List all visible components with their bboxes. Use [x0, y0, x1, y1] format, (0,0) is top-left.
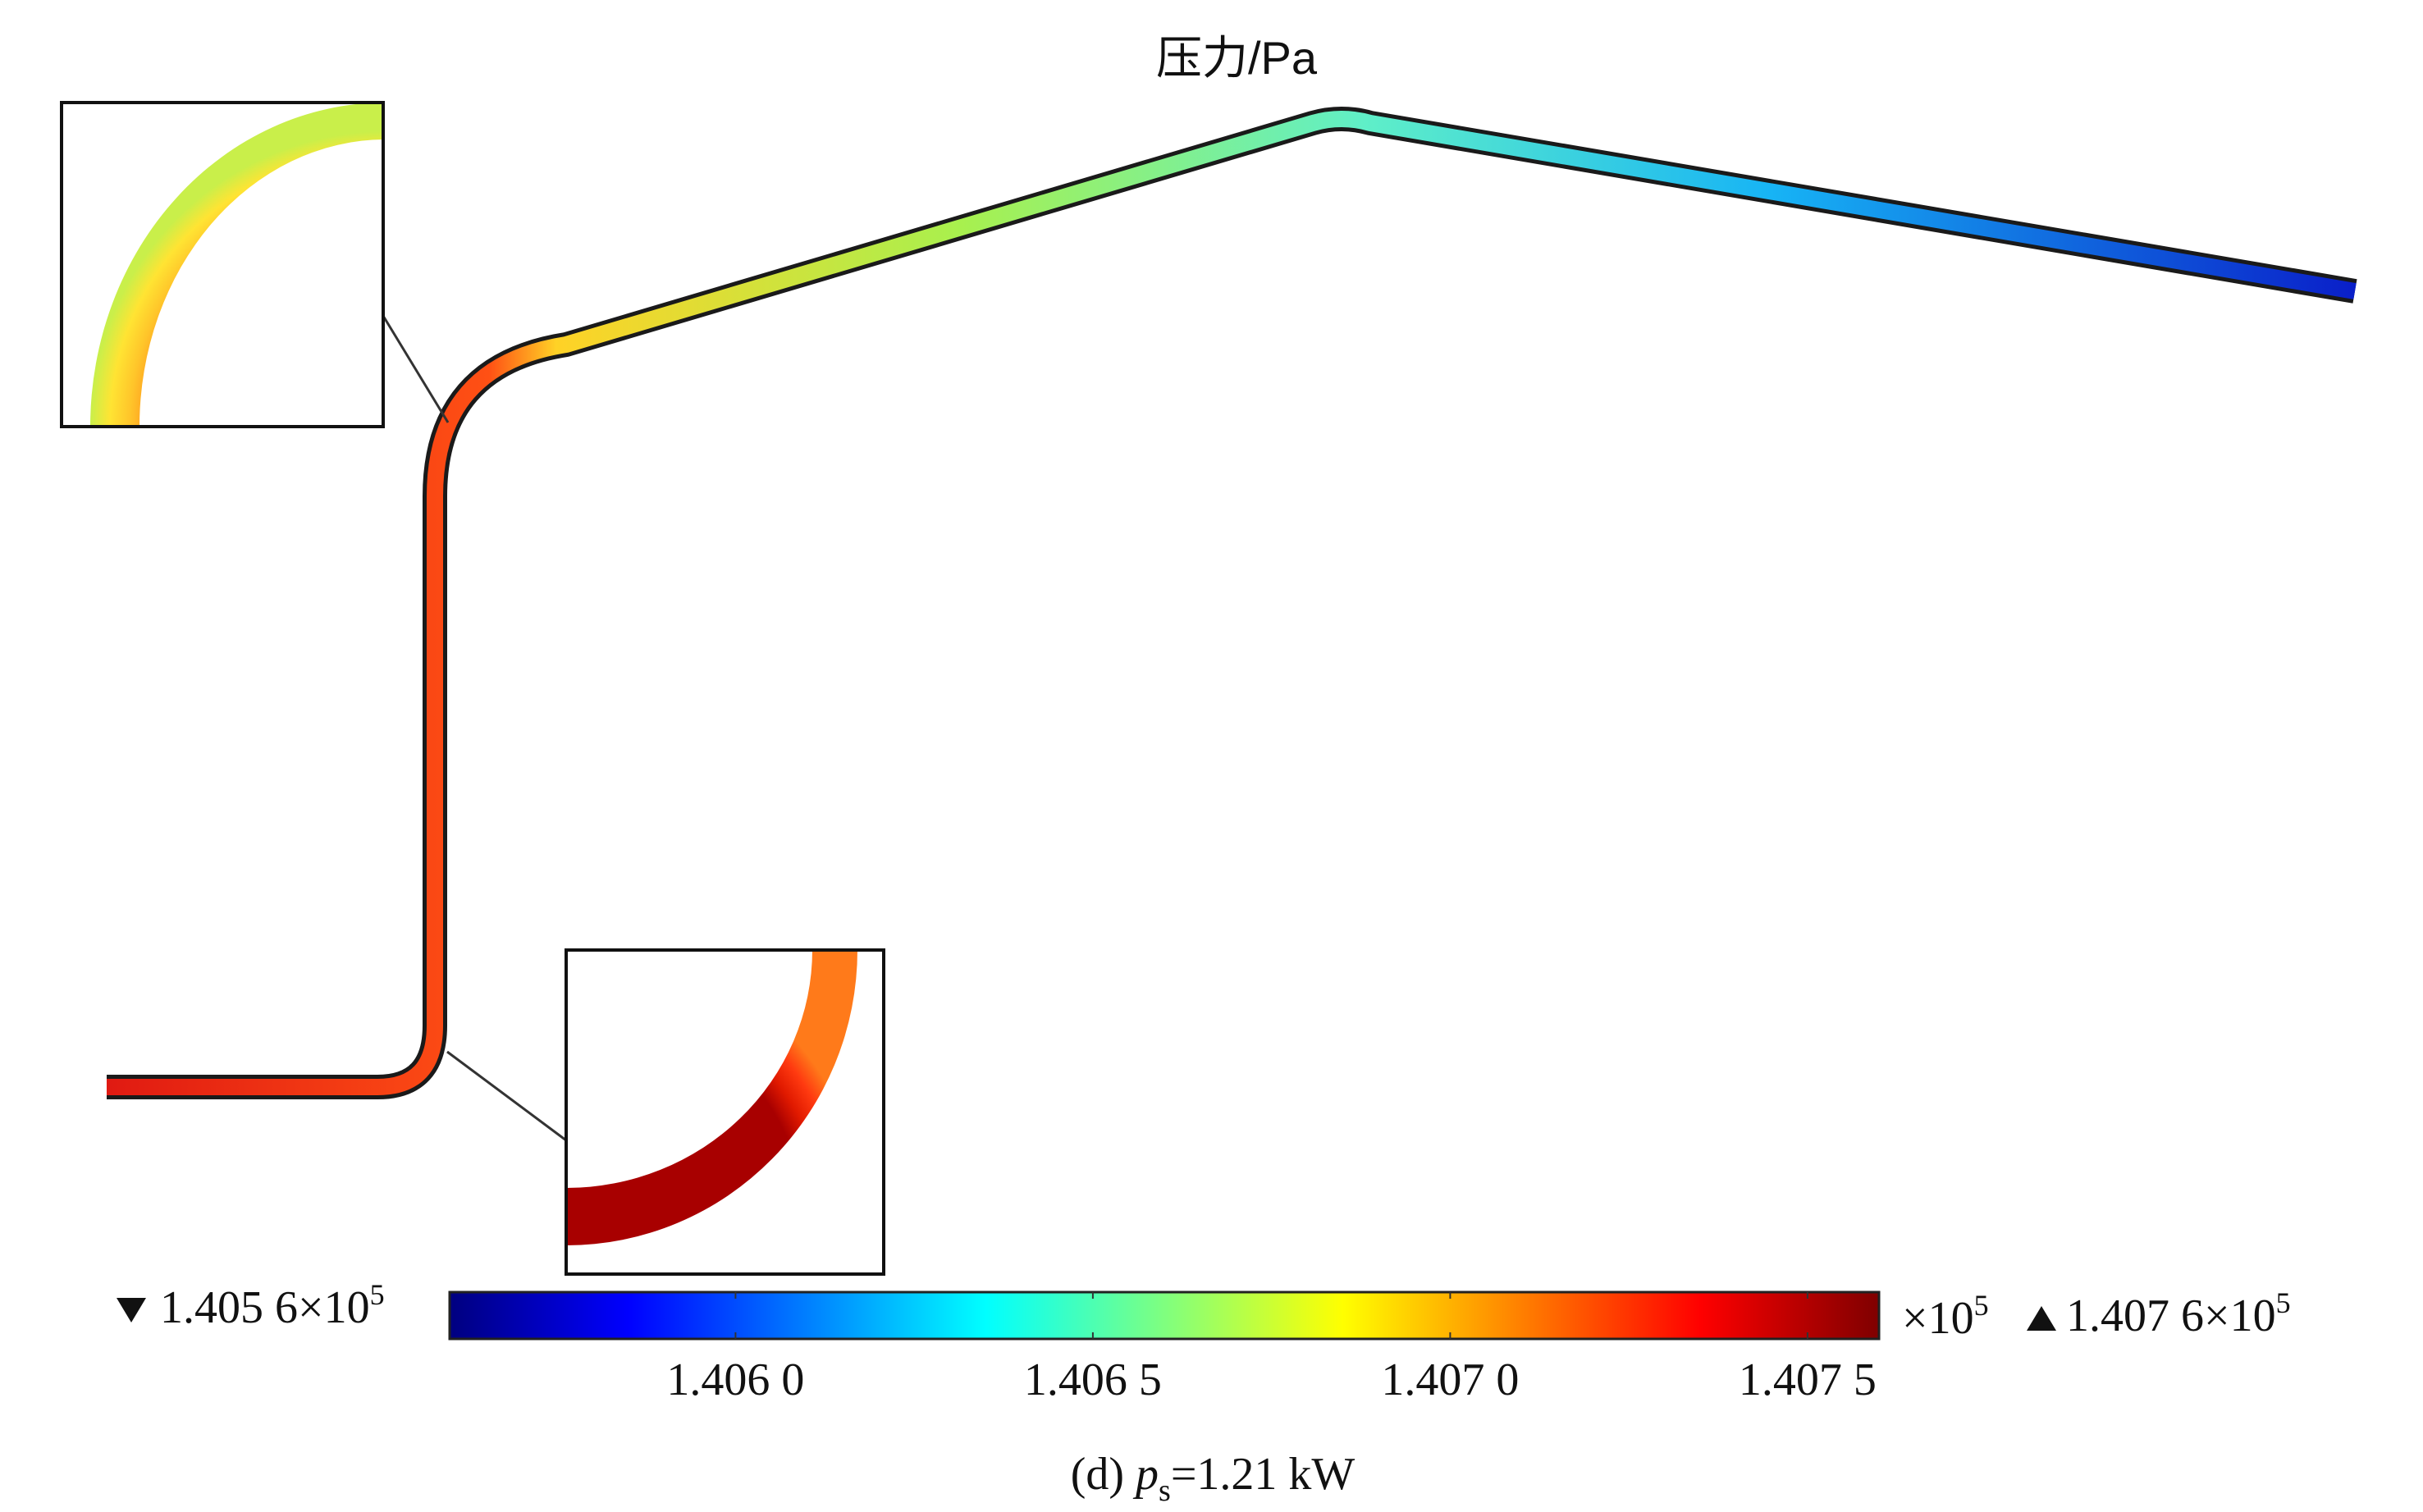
- colorbar-tick-label: 1.406 5: [1024, 1354, 1162, 1405]
- colorbar-bar: [448, 1290, 1881, 1341]
- colorbar-min-label: 1.405 6×105: [160, 1278, 385, 1333]
- inset-lower-bend: [565, 948, 885, 1276]
- colorbar-tick-labels: 1.406 0 1.406 5 1.407 0 1.407 5: [666, 1354, 1876, 1405]
- colorbar-max-label: 1.407 6×105: [2066, 1286, 2291, 1341]
- figure-title: 压力/Pa: [1156, 32, 1318, 84]
- pipe-outline: [107, 107, 2357, 1099]
- colorbar-multiplier: ×105: [1902, 1289, 1989, 1344]
- min-marker-triangle: [117, 1298, 146, 1322]
- inset-upper-frame: [60, 101, 385, 428]
- colorbar-tick-label: 1.407 0: [1381, 1354, 1519, 1405]
- inset-upper-arc: [90, 103, 383, 427]
- inset-lower-arc: [566, 950, 857, 1245]
- inset-upper-bend: [60, 101, 385, 428]
- pipe: [107, 107, 2357, 1099]
- max-marker-triangle: [2027, 1306, 2056, 1331]
- leader-line-upper: [382, 315, 450, 423]
- colorbar-tick-label: 1.406 0: [666, 1354, 804, 1405]
- pipe-body: [107, 111, 2357, 1095]
- figure-caption: (d) ps=1.21 kW: [1071, 1449, 1356, 1508]
- colorbar-ticks: [734, 1292, 1808, 1339]
- leader-line-lower: [446, 1050, 567, 1142]
- inset-lower-frame: [565, 948, 885, 1276]
- colorbar: 1.406 0 1.406 5 1.407 0 1.407 5 1.405 6×105…: [117, 1278, 2291, 1405]
- colorbar-tick-label: 1.407 5: [1739, 1354, 1877, 1405]
